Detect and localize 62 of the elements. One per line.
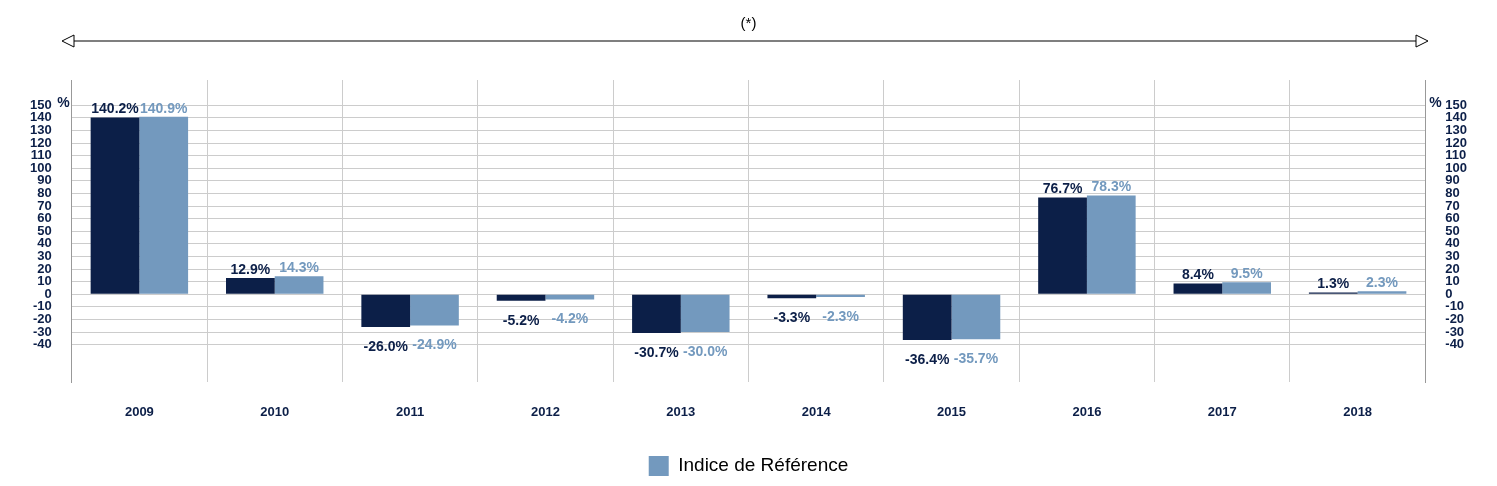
- data-label: -3.3%: [773, 309, 811, 326]
- bar: [410, 294, 459, 326]
- text: (*): [740, 14, 757, 32]
- data-label: 14.3%: [279, 259, 320, 276]
- data-label: -5.2%: [502, 311, 540, 328]
- y2-tick-label: 70: [1445, 197, 1460, 213]
- data-label: 1.3%: [1317, 275, 1350, 292]
- y2-tick-label: -30: [1445, 323, 1465, 339]
- data-label: -30.7%: [634, 343, 680, 360]
- data-label: 2.3%: [1366, 274, 1399, 291]
- y-tick-label: -40: [32, 336, 52, 352]
- data-label: 78.3%: [1091, 178, 1132, 195]
- y-tick-label: -30: [32, 323, 52, 339]
- y-axis-title: %: [57, 94, 71, 111]
- bar: [1038, 197, 1087, 294]
- data-label: -4.2%: [551, 310, 589, 327]
- bar: [1086, 195, 1136, 294]
- data-label: 8.4%: [1181, 266, 1215, 283]
- x-tick-label: 2018: [1343, 403, 1373, 419]
- y-tick-label: 70: [37, 197, 52, 213]
- bar: [496, 294, 546, 301]
- x-tick-label: 2016: [1072, 403, 1102, 419]
- data-label: -30.0%: [683, 342, 728, 359]
- data-label: -36.4%: [905, 350, 950, 367]
- bar: [1173, 283, 1223, 294]
- x-tick-label: 2011: [395, 403, 425, 419]
- x-tick-label: 2015: [937, 403, 966, 419]
- x-tick-label: 2010: [260, 403, 290, 419]
- y-tick-label: 20: [37, 260, 52, 276]
- bar: [361, 294, 411, 327]
- bar: [1357, 291, 1407, 294]
- bar: [1222, 282, 1271, 294]
- x-tick-label: 2014: [801, 403, 832, 419]
- legend-label: Indice de Référence: [678, 454, 849, 476]
- data-label: -26.0%: [363, 337, 409, 354]
- bar: [90, 117, 140, 294]
- y2-tick-label: -40: [1445, 336, 1465, 352]
- bar: [226, 277, 275, 294]
- x-tick-label: 2009: [124, 403, 154, 419]
- y-tick-label: 150: [29, 96, 52, 112]
- x-tick-label: 2017: [1207, 403, 1237, 419]
- bar: [139, 116, 189, 294]
- y2-tick-label: 20: [1445, 260, 1460, 276]
- bar: [632, 294, 681, 333]
- x-tick-label: 2013: [666, 403, 696, 419]
- y2-axis-title: %: [1429, 94, 1443, 111]
- bar: [274, 276, 324, 294]
- y2-tick-label: 150: [1445, 96, 1468, 112]
- bar: [680, 294, 730, 332]
- bar: [951, 294, 1001, 340]
- x-tick-label: 2012: [531, 403, 560, 419]
- data-label: 76.7%: [1042, 180, 1083, 197]
- data-label: 9.5%: [1230, 265, 1264, 282]
- data-label: -35.7%: [953, 350, 999, 367]
- data-label: -24.9%: [412, 336, 458, 353]
- data-label: -2.3%: [822, 307, 860, 324]
- data-label: 140.2%: [91, 100, 140, 117]
- data-label: 12.9%: [230, 260, 271, 277]
- bar: [902, 294, 952, 341]
- data-label: 140.9%: [139, 99, 189, 116]
- y-tick-label: 120: [29, 134, 52, 150]
- y2-tick-label: 120: [1445, 134, 1468, 150]
